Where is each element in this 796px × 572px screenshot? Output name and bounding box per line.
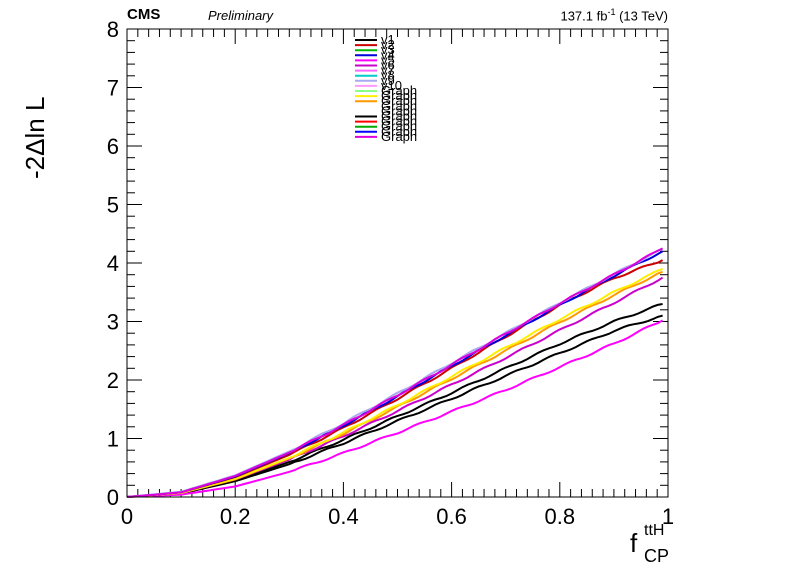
lumi-exponent: -1 bbox=[607, 7, 616, 17]
series-line bbox=[126, 270, 663, 498]
x-tick-label: 0.4 bbox=[328, 504, 359, 529]
series-line bbox=[126, 267, 663, 498]
legend-label: v10 bbox=[381, 78, 402, 93]
x-tick-label: 0 bbox=[121, 504, 133, 529]
x-tick-label: 0.2 bbox=[220, 504, 251, 529]
y-tick-label: 5 bbox=[107, 193, 119, 218]
series-line bbox=[126, 247, 664, 498]
x-tick-label: 0.6 bbox=[436, 504, 467, 529]
series-line bbox=[126, 259, 664, 498]
series-line bbox=[126, 319, 664, 498]
legend-label: Graph bbox=[381, 114, 417, 129]
plot-frame bbox=[126, 28, 669, 498]
legend-label: v6 bbox=[381, 58, 395, 73]
experiment-label: CMS bbox=[127, 6, 161, 23]
legend: v1v2v3v4v5v6v7v8v9v10GraphGraphGraphGrap… bbox=[355, 32, 417, 144]
energy-value: (13 TeV) bbox=[615, 8, 668, 24]
legend-label: Graph bbox=[381, 88, 417, 103]
y-tick-label: 1 bbox=[107, 427, 119, 452]
y-tick-label: 2 bbox=[107, 368, 119, 393]
legend-label: v7 bbox=[381, 63, 395, 78]
tick-labels: 0 0.2 0.4 0.6 0.8 1 0 1 2 3 4 5 6 7 8 bbox=[107, 17, 674, 529]
status-label: Preliminary bbox=[208, 8, 274, 23]
legend-label: v8 bbox=[381, 68, 395, 83]
legend-label: Graph bbox=[381, 98, 417, 113]
legend-label: Graph bbox=[381, 83, 417, 98]
legend-label: Graph bbox=[381, 119, 417, 134]
legend-label: v1 bbox=[381, 32, 395, 47]
series-layer bbox=[126, 247, 664, 498]
y-tick-label: 4 bbox=[107, 251, 119, 276]
legend-label: v9 bbox=[381, 73, 395, 88]
legend-label: v3 bbox=[381, 42, 395, 57]
x-axis-title-main: f bbox=[630, 528, 638, 558]
y-axis-title: -2Δln L bbox=[20, 96, 50, 179]
y-tick-label: 8 bbox=[107, 17, 119, 42]
y-tick-label: 0 bbox=[107, 485, 119, 510]
legend-label: Graph bbox=[381, 93, 417, 108]
legend-label: v4 bbox=[381, 47, 395, 62]
legend-label: Graph bbox=[381, 129, 417, 144]
legend-label: v5 bbox=[381, 52, 395, 67]
legend-label: v2 bbox=[381, 37, 395, 52]
lumi-value: 137.1 fb bbox=[560, 8, 608, 24]
x-axis-title-sup: ttH bbox=[644, 522, 665, 539]
x-tick-label: 0.8 bbox=[545, 504, 576, 529]
series-line bbox=[126, 248, 663, 498]
legend-label: Graph bbox=[381, 103, 417, 118]
series-line bbox=[126, 250, 664, 498]
y-tick-label: 3 bbox=[107, 310, 119, 335]
y-tick-label: 7 bbox=[107, 76, 119, 101]
luminosity-label: 137.1 fb-1 (13 TeV) bbox=[560, 7, 668, 23]
legend-label: Graph bbox=[381, 124, 417, 139]
x-tick-label: 1 bbox=[662, 504, 674, 529]
x-axis-title-sub: CP bbox=[644, 546, 670, 566]
y-tick-label: 6 bbox=[107, 134, 119, 159]
x-axis-title: f ttH CP bbox=[630, 522, 669, 566]
legend-label: Graph bbox=[381, 109, 417, 124]
